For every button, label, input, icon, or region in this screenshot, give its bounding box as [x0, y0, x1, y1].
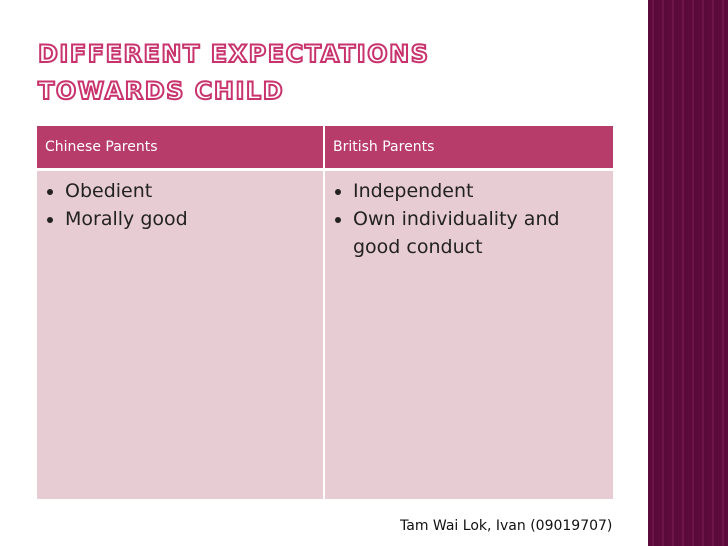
table-row: ObedientMorally good IndependentOwn indiv… — [37, 169, 613, 499]
table-cell: IndependentOwn individuality and good co… — [323, 169, 613, 499]
table-cell: ObedientMorally good — [37, 169, 324, 499]
column-header: British Parents — [323, 126, 613, 171]
column-header: Chinese Parents — [37, 126, 324, 171]
bullet-item: Own individuality and good conduct — [353, 205, 605, 261]
bullet-item: Independent — [353, 177, 605, 205]
side-stripe — [648, 0, 728, 546]
title-line: DIFFERENT EXPECTATIONS — [37, 39, 430, 69]
footer: Tam Wai Lok, Ivan (09019707) — [400, 518, 613, 534]
table-body: ObedientMorally good IndependentOwn indiv… — [37, 169, 613, 499]
bullet-item: Obedient — [65, 177, 315, 205]
slide-title: DIFFERENT EXPECTATIONS TOWARDS CHILD — [37, 36, 430, 110]
bullet-item: Morally good — [65, 205, 315, 233]
bullet-list: IndependentOwn individuality and good co… — [333, 177, 605, 261]
header-row: Chinese Parents British Parents — [37, 126, 613, 171]
bullet-list: ObedientMorally good — [45, 177, 315, 233]
title-line: TOWARDS CHILD — [37, 76, 285, 106]
